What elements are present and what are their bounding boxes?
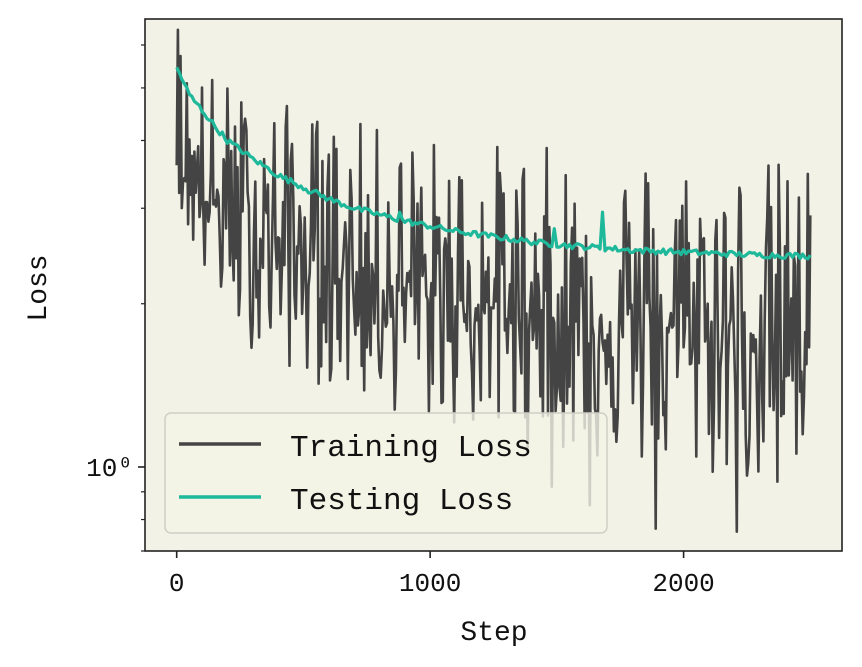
legend-box xyxy=(164,412,608,534)
legend-label-testing: Testing Loss xyxy=(290,484,513,519)
training-loss-line xyxy=(175,28,812,533)
testing-loss-line xyxy=(175,66,812,261)
y-axis-label: Loss xyxy=(24,254,55,321)
legend: Training Loss Testing Loss xyxy=(164,412,608,534)
plot-frame xyxy=(144,18,843,552)
ticks-layer: 0 1000 2000 10⁰ xyxy=(86,44,715,599)
x-tick-label: 2000 xyxy=(652,569,714,599)
y-tick-label: 10⁰ xyxy=(86,454,133,484)
legend-label-training: Training Loss xyxy=(290,431,532,466)
series-layer xyxy=(175,28,812,533)
x-tick-label: 0 xyxy=(169,569,185,599)
x-axis-label: Step xyxy=(460,618,527,649)
x-tick-label: 1000 xyxy=(399,569,461,599)
